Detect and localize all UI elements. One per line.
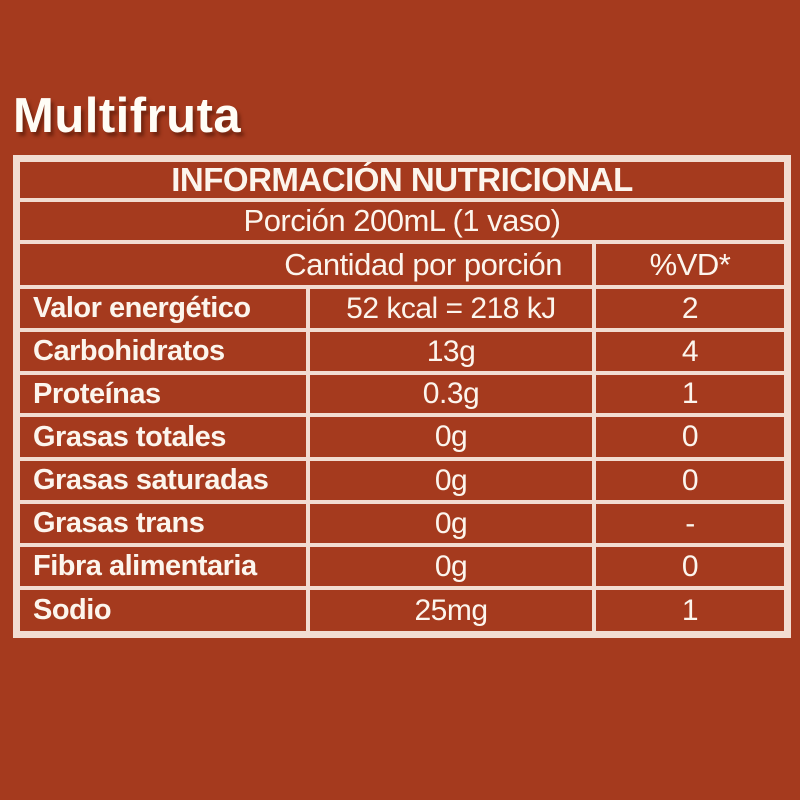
nutrient-amount: 52 kcal = 218 kJ [310,289,592,328]
nutrient-dv: 0 [596,461,784,500]
nutrient-amount: 0g [310,504,592,543]
nutrient-dv: - [596,504,784,543]
nutrient-amount: 0g [310,461,592,500]
nutrient-dv: 2 [596,289,784,328]
nutrient-amount: 13g [310,332,592,371]
nutrient-label: Grasas trans [20,504,306,543]
nutrient-dv: 4 [596,332,784,371]
nutrient-label: Sodio [20,590,306,631]
nutrition-facts-table: INFORMACIÓN NUTRICIONAL Porción 200mL (1… [13,155,791,638]
nutrient-dv: 1 [596,590,784,631]
nutrient-dv: 1 [596,375,784,413]
table-header: INFORMACIÓN NUTRICIONAL [20,162,784,198]
nutrient-dv: 0 [596,547,784,586]
nutrient-label: Valor energético [20,289,306,328]
nutrient-dv: 0 [596,417,784,457]
daily-value-column-header: %VD* [596,244,784,285]
nutrient-label: Carbohidratos [20,332,306,371]
nutrient-label: Grasas totales [20,417,306,457]
nutrient-amount: 0g [310,547,592,586]
nutrient-amount: 0g [310,417,592,457]
amount-column-header: Cantidad por porción [20,244,592,285]
nutrient-label: Grasas saturadas [20,461,306,500]
nutrient-label: Fibra alimentaria [20,547,306,586]
nutrient-amount: 25mg [310,590,592,631]
nutrient-amount: 0.3g [310,375,592,413]
product-title: Multifruta [13,89,242,143]
nutrient-label: Proteínas [20,375,306,413]
portion-size: Porción 200mL (1 vaso) [20,202,784,240]
